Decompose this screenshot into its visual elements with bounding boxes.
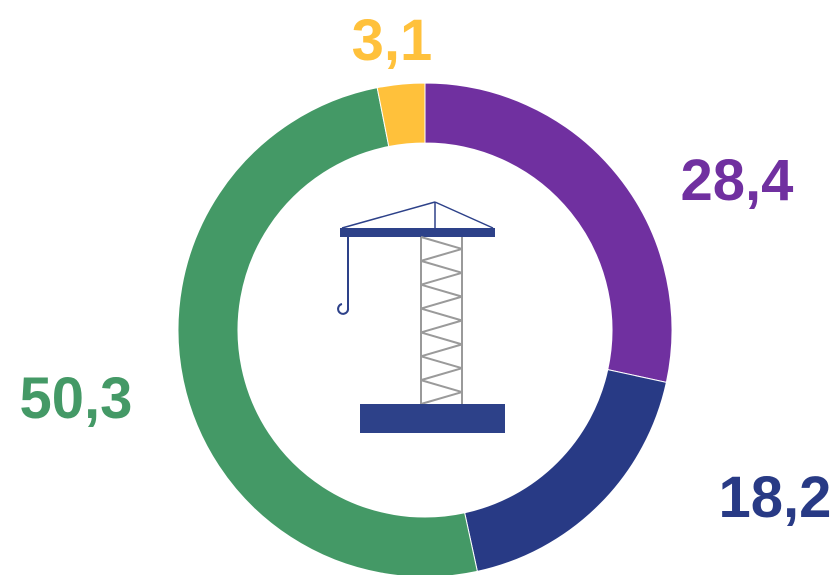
data-label-4: 3,1 <box>352 8 433 73</box>
donut-slice-2 <box>465 370 667 572</box>
data-label-1: 28,4 <box>681 148 794 213</box>
tower-crane-icon <box>338 202 505 433</box>
crane-mast <box>421 237 462 404</box>
donut-slices <box>178 83 672 575</box>
data-label-2: 18,2 <box>719 465 832 530</box>
data-label-3: 50,3 <box>20 366 133 431</box>
donut-slice-3 <box>178 88 477 575</box>
